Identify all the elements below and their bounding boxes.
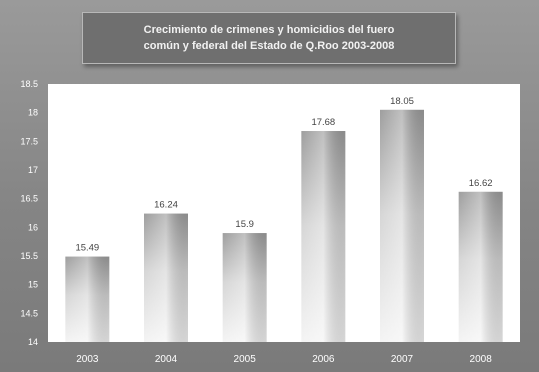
y-tick-label: 14.5 bbox=[20, 308, 38, 318]
chart-title-box: Crecimiento de crimenes y homicidios del… bbox=[82, 12, 456, 64]
bar-sheen bbox=[65, 256, 110, 342]
x-axis: 2003 2004 2005 2006 2007 2008 bbox=[76, 354, 492, 365]
data-label: 15.49 bbox=[75, 243, 99, 254]
bar-sheen bbox=[222, 233, 267, 342]
y-tick-label: 18 bbox=[28, 108, 38, 118]
y-tick-label: 17 bbox=[28, 165, 38, 175]
bar-sheen bbox=[380, 109, 424, 342]
y-tick-label: 17.5 bbox=[20, 136, 38, 146]
bar-2006: 17.68 bbox=[301, 117, 346, 342]
plot-area bbox=[48, 84, 520, 342]
data-label: 16.24 bbox=[154, 200, 178, 211]
y-tick-label: 15 bbox=[28, 280, 38, 290]
bar-sheen bbox=[301, 131, 346, 342]
x-tick-label: 2003 bbox=[76, 354, 99, 365]
x-tick-label: 2005 bbox=[234, 354, 257, 365]
data-label: 15.9 bbox=[235, 219, 254, 230]
data-label: 18.05 bbox=[390, 96, 414, 107]
x-tick-label: 2008 bbox=[470, 354, 493, 365]
data-label: 17.68 bbox=[311, 117, 335, 128]
y-tick-label: 16.5 bbox=[20, 194, 38, 204]
x-tick-label: 2006 bbox=[312, 354, 335, 365]
chart-title-line-2: común y federal del Estado de Q.Roo 2003… bbox=[143, 40, 395, 52]
bar-2004: 16.24 bbox=[144, 200, 188, 342]
y-tick-label: 18.5 bbox=[20, 79, 38, 89]
y-axis: 14 14.5 15 15.5 16 16.5 17 17.5 18 18.5 bbox=[20, 79, 38, 347]
x-tick-label: 2004 bbox=[155, 354, 178, 365]
bar-2007: 18.05 bbox=[380, 96, 424, 342]
bars-group: 15.49 16.24 15.9 17.68 18.05 16.62 bbox=[65, 96, 503, 342]
bar-2005: 15.9 bbox=[222, 219, 267, 342]
bar-2008: 16.62 bbox=[458, 178, 503, 342]
bar-sheen bbox=[458, 191, 503, 342]
y-tick-label: 14 bbox=[28, 337, 38, 347]
y-tick-label: 16 bbox=[28, 222, 38, 232]
bar-sheen bbox=[144, 213, 188, 342]
bar-2003: 15.49 bbox=[65, 243, 110, 342]
y-tick-label: 15.5 bbox=[20, 251, 38, 261]
data-label: 16.62 bbox=[469, 178, 493, 189]
chart-title-line-1: Crecimiento de crimenes y homicidios del… bbox=[143, 24, 395, 36]
x-tick-label: 2007 bbox=[391, 354, 414, 365]
